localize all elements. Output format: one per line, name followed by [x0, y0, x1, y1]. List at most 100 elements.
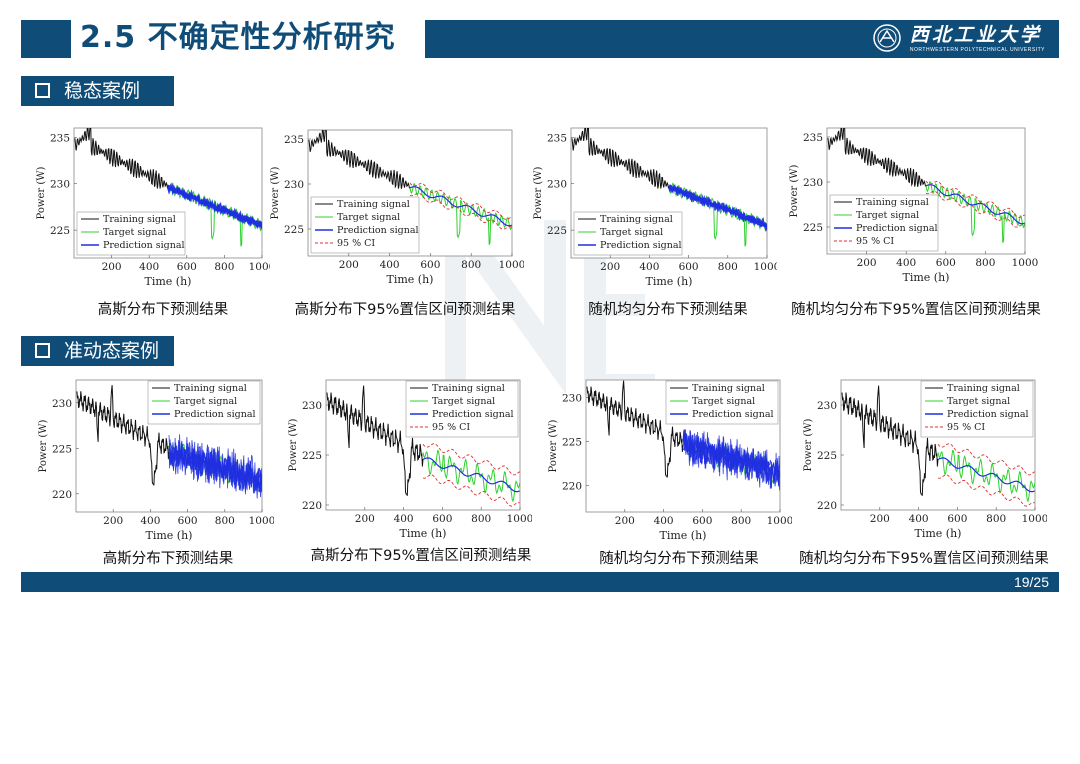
y-axis-label: Power (W) [38, 419, 49, 472]
x-tick-label: 1000 [767, 515, 792, 527]
ci-upper-line [422, 443, 520, 476]
legend-label: 95 % CI [856, 236, 894, 247]
y-tick-label: 230 [50, 179, 70, 191]
prediction-signal-line [167, 182, 262, 230]
x-tick-label: 800 [215, 515, 235, 527]
ci-upper-line [937, 443, 1035, 476]
training-signal-line [308, 130, 411, 189]
x-tick-label: 1000 [1012, 257, 1039, 269]
legend-label: 95 % CI [337, 238, 375, 249]
ci-upper-line [925, 180, 1025, 218]
x-axis-label: Time (h) [387, 273, 434, 286]
y-tick-label: 230 [803, 177, 823, 189]
x-tick-label: 800 [718, 261, 738, 273]
y-tick-label: 225 [50, 225, 70, 237]
legend-label: Training signal [856, 197, 929, 208]
legend-label: Target signal [174, 396, 237, 407]
page-title: 2.5 不确定性分析研究 [80, 20, 396, 55]
y-axis-label: Power (W) [533, 166, 544, 219]
legend-label: Prediction signal [103, 240, 185, 251]
target-signal-line [937, 449, 1035, 503]
header-left-bar [21, 20, 71, 58]
y-tick-label: 220 [52, 489, 72, 501]
chart-caption: 随机均匀分布下95%置信区间预测结果 [791, 302, 1041, 318]
x-axis-label: Time (h) [400, 527, 447, 540]
legend-label: Target signal [337, 212, 400, 223]
x-tick-label: 400 [909, 513, 929, 525]
y-axis-label: Power (W) [270, 166, 281, 219]
x-tick-label: 800 [471, 513, 491, 525]
emblem-icon [873, 24, 901, 52]
training-signal-line [76, 385, 170, 486]
y-tick-label: 230 [52, 398, 72, 410]
legend-box [829, 194, 939, 252]
x-tick-label: 400 [394, 513, 414, 525]
legend-label: Prediction signal [337, 225, 419, 236]
legend: Training signal Target signal Prediction s… [573, 211, 683, 256]
y-tick-label: 225 [803, 222, 823, 234]
ci-lower-line [422, 474, 520, 507]
chart-caption: 高斯分布下预测结果 [102, 551, 234, 567]
training-signal-line [841, 385, 939, 496]
legend-label: Target signal [103, 227, 166, 238]
chart-quasi-gaussian: 200 400 600 800 1000 220 225 230 Time (h) Power (… [38, 379, 274, 542]
prediction-signal-line [682, 429, 780, 489]
legend: Training signal Target signal Prediction s… [76, 211, 186, 256]
legend-label: Target signal [692, 396, 755, 407]
section-label: 稳态案例 [64, 80, 141, 102]
legend-label: Training signal [432, 383, 505, 394]
x-axis-label: Time (h) [646, 275, 693, 288]
legend-label: Prediction signal [947, 409, 1029, 420]
x-tick-label: 200 [103, 515, 123, 527]
chart-caption: 高斯分布下95%置信区间预测结果 [294, 302, 516, 318]
legend-label: Prediction signal [432, 409, 514, 420]
legend-label: Prediction signal [174, 409, 256, 420]
x-axis-label: Time (h) [903, 271, 950, 284]
x-tick-label: 1000 [499, 259, 524, 271]
y-tick-label: 225 [562, 437, 582, 449]
y-tick-label: 220 [817, 500, 837, 512]
x-tick-label: 400 [140, 515, 160, 527]
y-tick-label: 235 [803, 132, 823, 144]
legend-label: Prediction signal [692, 409, 774, 420]
x-tick-label: 200 [102, 261, 122, 273]
chart-steady-uniform-ci: 200 400 600 800 1000 225 230 235 Time (h) Power (… [789, 127, 1039, 284]
x-tick-label: 1000 [249, 261, 270, 273]
chart-quasi-uniform-ci: 200 400 600 800 1000 220 225 230 Time (h) Power (… [803, 379, 1047, 540]
ci-lower-line [409, 192, 512, 230]
chart-quasi-gaussian-ci: 200 400 600 800 1000 220 225 230 Time (h) Power (… [288, 379, 532, 540]
legend-box [310, 196, 420, 254]
legend: Training signal Target signal Prediction s… [920, 380, 1034, 438]
x-tick-label: 400 [896, 257, 916, 269]
training-signal-line [326, 385, 424, 496]
x-tick-label: 600 [177, 261, 197, 273]
series-group [571, 128, 767, 247]
x-tick-label: 600 [692, 515, 712, 527]
series-group [308, 130, 512, 245]
chart-quasi-uniform: 200 400 600 800 1000 220 225 230 Time (h) Power (… [548, 379, 792, 542]
y-tick-label: 230 [562, 393, 582, 405]
chart-caption: 随机均匀分布下预测结果 [588, 302, 748, 318]
prediction-signal-line [925, 184, 1025, 225]
chart-steady-gaussian-ci: 200 400 600 800 1000 225 230 235 Time (h) Power (… [270, 129, 524, 286]
plot-area: 200 400 600 800 1000 225 230 235 Time (h) Power (… [533, 127, 777, 288]
y-tick-label: 235 [50, 132, 70, 144]
legend-label: Prediction signal [856, 223, 938, 234]
y-tick-label: 230 [817, 400, 837, 412]
section-quasi-dynamic: 准动态案例 [21, 336, 174, 366]
y-tick-label: 230 [302, 400, 322, 412]
chart-caption: 高斯分布下95%置信区间预测结果 [310, 548, 532, 564]
training-signal-line [571, 128, 670, 189]
ci-upper-line [409, 182, 512, 220]
x-tick-label: 1000 [507, 513, 532, 525]
x-tick-label: 1000 [1022, 513, 1047, 525]
x-tick-label: 600 [679, 261, 699, 273]
legend-box [405, 380, 519, 438]
chart-caption: 随机均匀分布下95%置信区间预测结果 [799, 551, 1049, 567]
legend-label: Training signal [103, 214, 176, 225]
legend-label: Target signal [947, 396, 1010, 407]
series-group [76, 385, 262, 499]
x-axis-label: Time (h) [145, 275, 192, 288]
prediction-signal-line [168, 436, 262, 499]
legend-label: Target signal [600, 227, 663, 238]
